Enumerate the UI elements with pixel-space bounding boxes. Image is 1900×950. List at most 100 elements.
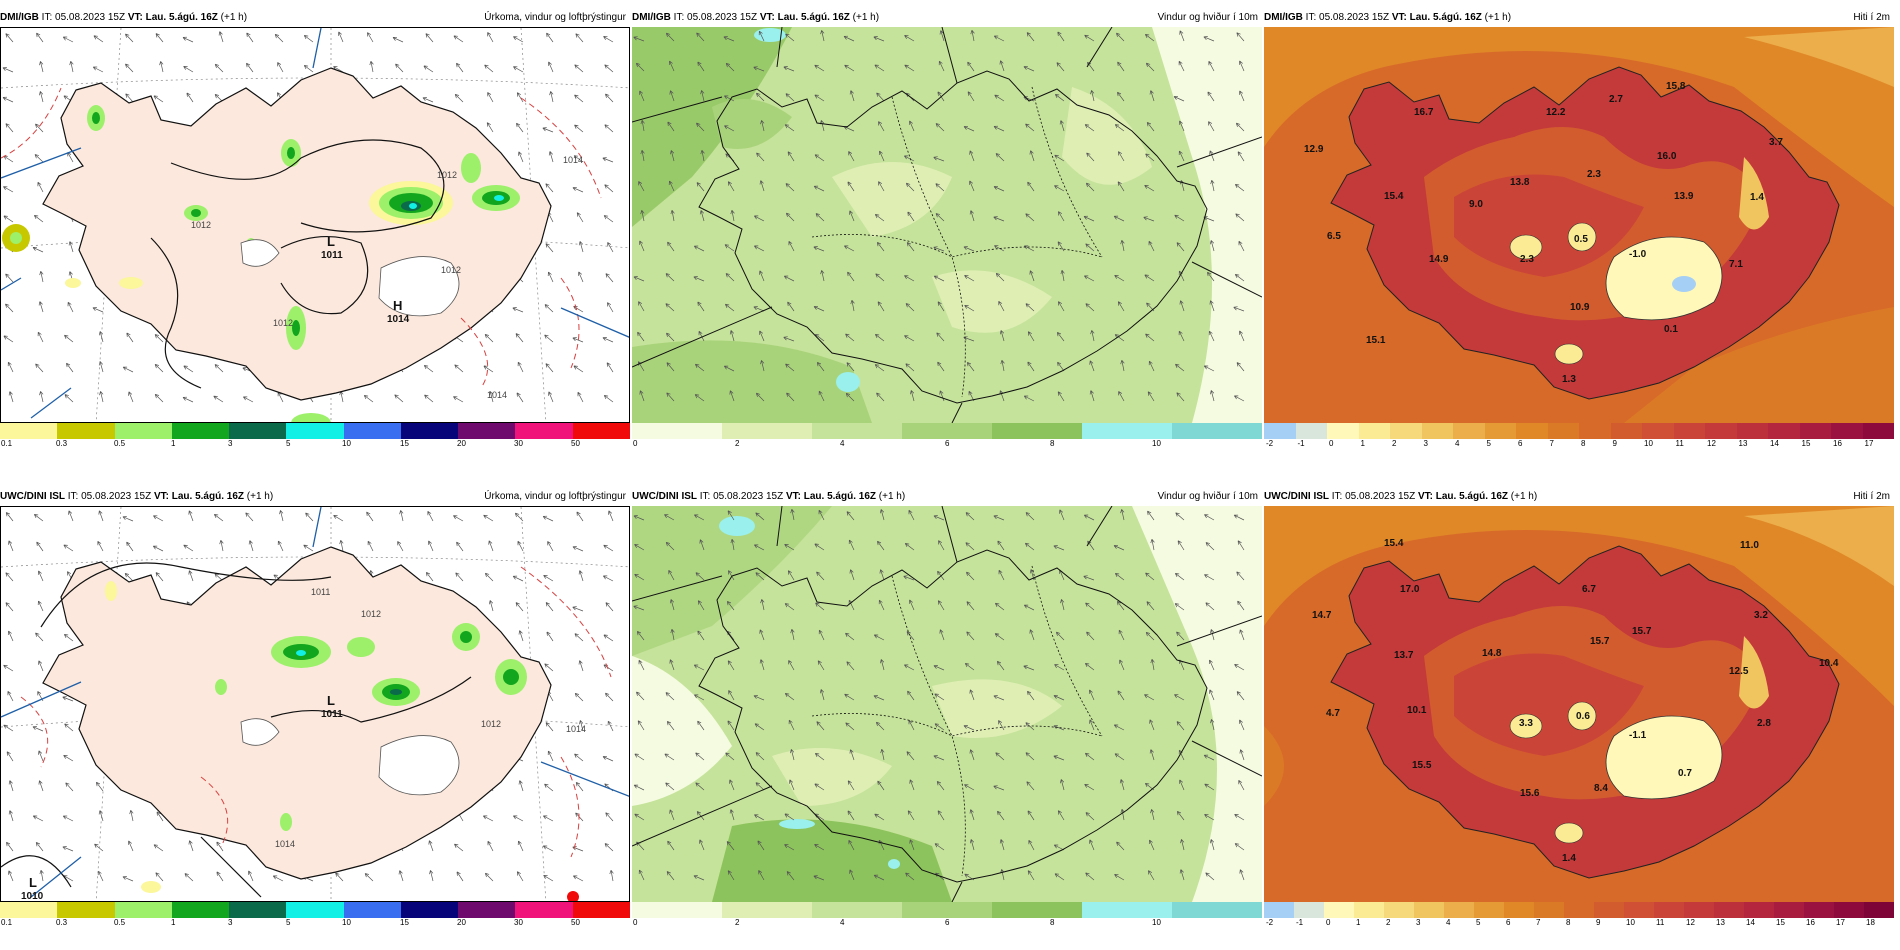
panel-title: Vindur og hviður í 10m: [1157, 12, 1258, 23]
temp-value: 15.8: [1666, 81, 1686, 92]
temp-value: 15.6: [1520, 788, 1540, 799]
wind-arrow: [1178, 330, 1185, 342]
wind-arrow: [547, 541, 554, 552]
wind-arrow: [934, 843, 945, 851]
wind-arrow: [125, 93, 134, 103]
wind-arrow: [696, 182, 705, 192]
tick-label: 15: [400, 918, 409, 927]
wind-arrow: [1236, 32, 1245, 42]
wind-arrow: [545, 183, 554, 193]
wind-arrow: [605, 692, 614, 702]
wind-arrow: [1119, 659, 1125, 671]
wind-arrow: [845, 333, 855, 342]
wind-arrow: [1114, 572, 1125, 581]
precip-map-svg: 1012 1012 1012 1012 1014 1014 L 1011 H 1…: [1, 28, 629, 422]
wind-arrow: [755, 392, 765, 402]
wind-arrow: [907, 690, 915, 701]
wind-arrow: [694, 363, 705, 372]
wind-arrow: [667, 840, 675, 851]
wind-arrow: [758, 30, 765, 42]
wind-arrow: [874, 333, 885, 342]
wind-arrow: [186, 92, 194, 103]
wind-arrow: [214, 63, 224, 73]
tick-label: 4: [1446, 918, 1451, 927]
wind-arrow: [904, 275, 915, 282]
wind-arrow: [1054, 873, 1065, 881]
wind-arrow: [8, 780, 14, 792]
temperature-values: 16.7 15.8 12.2 2.7 12.9 3.7 16.0 13.8 2.…: [1304, 81, 1783, 385]
wind-arrow: [669, 659, 675, 671]
tick-label: 10: [342, 918, 351, 927]
wind-arrow: [429, 870, 434, 882]
wind-arrow: [128, 840, 134, 852]
wind-arrow: [784, 813, 795, 821]
wind-arrow: [37, 600, 44, 612]
wind-arrow: [66, 362, 74, 373]
wind-arrow: [3, 215, 14, 223]
color-swatch: [0, 423, 58, 439]
wind-arrow: [1027, 810, 1035, 821]
wind-arrow: [1117, 301, 1125, 312]
wind-arrow: [1178, 150, 1185, 162]
color-swatch: [1295, 423, 1327, 439]
wind-arrow: [844, 64, 855, 72]
wind-arrow: [878, 150, 885, 162]
wind-arrow: [1239, 869, 1245, 881]
tick-label: 16: [1806, 918, 1815, 927]
wind-arrow: [965, 542, 975, 551]
color-swatch: [1354, 902, 1384, 918]
wind-arrow: [730, 538, 735, 551]
wind-arrow: [184, 873, 194, 882]
wind-arrow: [665, 303, 675, 312]
wind-arrow: [574, 692, 584, 702]
wind-arrow: [518, 151, 524, 163]
wind-map: [632, 506, 1262, 902]
wind-arrow: [1176, 721, 1185, 731]
wind-arrow: [816, 571, 825, 581]
wind-arrow: [878, 121, 885, 132]
wind-arrow: [579, 720, 584, 732]
wind-arrow: [880, 748, 885, 761]
wind-arrow: [6, 841, 14, 852]
wind-arrow: [938, 60, 945, 72]
low-pressure-marker: L: [327, 693, 335, 708]
wind-arrow: [633, 784, 645, 791]
tick-label: 0.5: [114, 918, 126, 927]
source-label: DMI/IGB: [632, 12, 671, 23]
color-swatch: [1714, 902, 1744, 918]
low-pressure-marker: L: [29, 875, 37, 890]
wind-arrow: [219, 539, 224, 552]
wind-arrow: [1083, 514, 1095, 521]
wind-arrow: [1208, 121, 1215, 132]
wind-arrow: [574, 633, 584, 642]
wind-arrow: [755, 572, 765, 581]
wind-arrow: [1238, 780, 1245, 791]
tick-label: 3: [228, 439, 233, 448]
wind-arrow: [667, 241, 675, 252]
wind-arrow: [637, 720, 645, 731]
color-swatch: [1862, 423, 1894, 439]
issue-time: 05.08.2023 15Z: [55, 12, 126, 23]
wind-arrow: [277, 62, 284, 73]
temp-value: 14.9: [1429, 254, 1449, 265]
wind-arrow: [849, 749, 855, 761]
color-swatch: [1264, 902, 1294, 918]
wind-arrow: [548, 391, 554, 403]
wind-arrow: [605, 93, 614, 103]
color-swatch: [1768, 423, 1800, 439]
wind-color-bar: [632, 902, 1262, 918]
temp-value: 2.8: [1757, 718, 1771, 729]
tick-label: 10: [1152, 439, 1161, 448]
color-swatch: [400, 902, 459, 918]
wind-arrow: [846, 362, 855, 372]
wind-arrow: [422, 97, 434, 103]
wind-arrow: [214, 364, 224, 373]
wind-arrow: [397, 541, 404, 552]
wind-arrow: [303, 35, 314, 43]
wind-arrow: [8, 810, 14, 822]
wind-arrow: [1233, 306, 1245, 312]
color-swatch: [812, 902, 902, 918]
wind-arrow: [759, 629, 765, 641]
wind-arrow: [456, 541, 464, 552]
wind-arrow: [1207, 271, 1215, 282]
